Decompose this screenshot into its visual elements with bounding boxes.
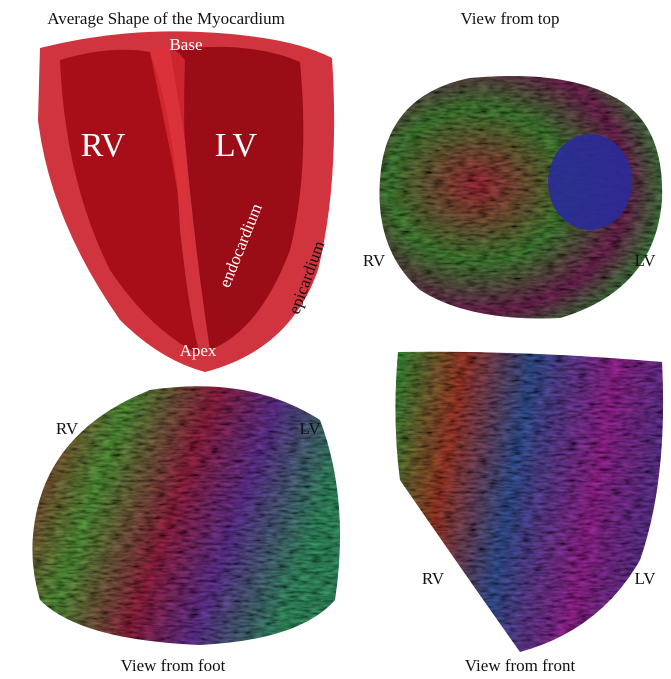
myocardium-shape [38, 31, 334, 372]
label: LV [634, 569, 656, 588]
label: RV [363, 251, 386, 270]
label: RV [81, 127, 126, 164]
caption: View from foot [121, 656, 226, 675]
label: RV [56, 419, 79, 438]
panel-title: Average Shape of the Myocardium [47, 9, 285, 28]
label: LV [634, 251, 656, 270]
caption: View from front [465, 656, 576, 675]
label: RV [422, 569, 445, 588]
front-view [395, 352, 663, 652]
figure: Average Shape of the Myocardium Base RV … [0, 0, 671, 679]
top-view [380, 76, 663, 318]
label: Apex [180, 341, 217, 360]
panel-title: View from top [460, 9, 559, 28]
label: LV [299, 419, 321, 438]
label: Base [169, 35, 202, 54]
label: LV [215, 127, 258, 164]
foot-view [32, 386, 340, 645]
